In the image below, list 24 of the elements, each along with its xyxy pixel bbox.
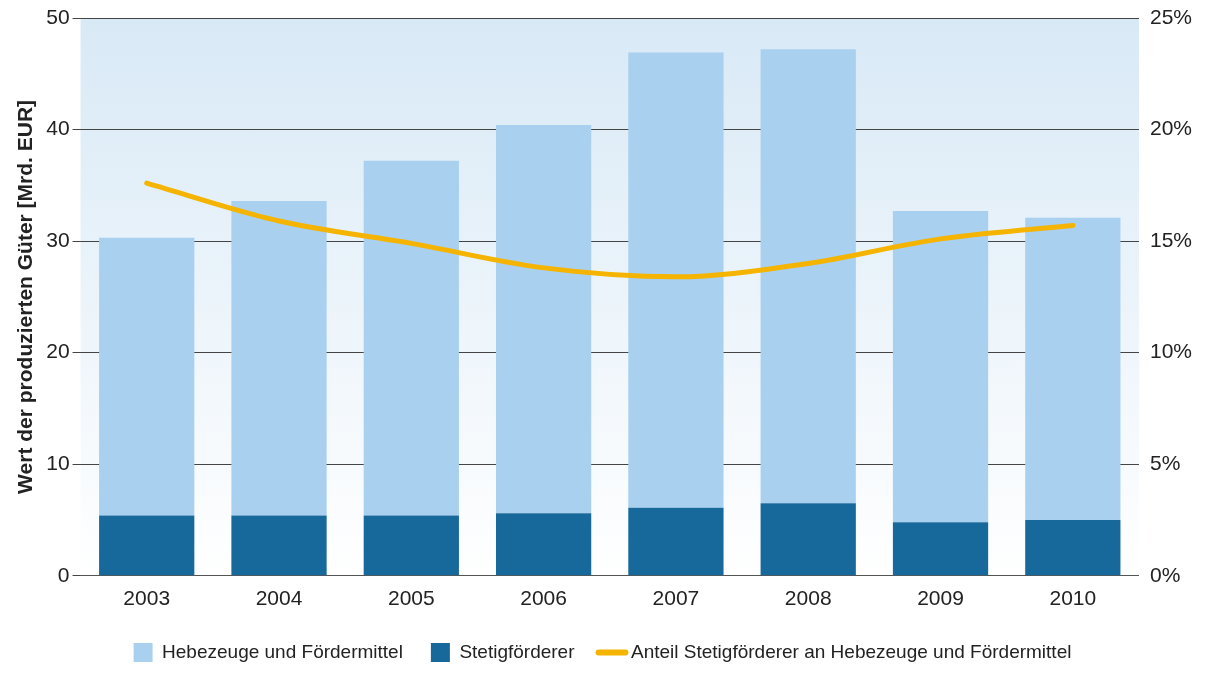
x-tick-label: 2007 <box>652 586 700 610</box>
y2-tick-label: 25% <box>1149 4 1192 28</box>
legend-label: Anteil Stetigförderer an Hebezeuge und Fördermittel <box>631 640 1072 662</box>
y-tick-label: 0 <box>57 562 70 586</box>
x-tick-label: 2010 <box>1049 586 1097 610</box>
x-tick-label: 2005 <box>387 586 435 610</box>
x-tick-label: 2003 <box>123 586 171 610</box>
y2-tick-label: 15% <box>1149 227 1192 251</box>
y-tick-label: 50 <box>46 4 70 28</box>
y-tick-label: 40 <box>46 116 70 140</box>
y-tick-label: 20 <box>46 339 70 363</box>
x-tick-label: 2006 <box>520 586 567 610</box>
legend-label: Stetigförderer <box>459 640 576 662</box>
y2-tick-label: 5% <box>1149 451 1181 475</box>
y2-tick-label: 20% <box>1149 116 1192 140</box>
y-tick-label: 10 <box>46 451 70 475</box>
x-tick-label: 2008 <box>784 586 832 610</box>
y2-tick-label: 10% <box>1149 339 1192 363</box>
x-tick-label: 2009 <box>917 586 964 610</box>
legend-label: Hebezeuge und Fördermittel <box>162 640 403 662</box>
x-tick-label: 2004 <box>255 586 303 610</box>
y-axis-title: Wert der produzierten Güter [Mrd. EUR] <box>13 99 37 494</box>
y-tick-label: 30 <box>46 227 70 251</box>
y2-tick-label: 0% <box>1149 562 1181 586</box>
